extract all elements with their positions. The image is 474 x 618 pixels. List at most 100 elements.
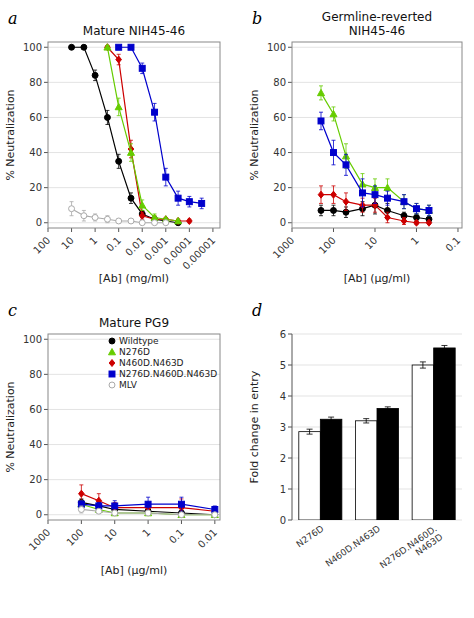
- error-bar: [414, 203, 418, 214]
- data-point: [92, 214, 98, 220]
- legend-marker: [109, 360, 115, 367]
- x-tick-label: 0.1: [443, 235, 462, 254]
- data-point: [139, 220, 145, 226]
- data-point: [318, 207, 324, 213]
- series-line: [119, 47, 202, 203]
- x-tick: [374, 228, 375, 232]
- data-point: [127, 149, 134, 155]
- error-bar: [79, 506, 83, 513]
- y-tick-label: 5: [280, 360, 286, 371]
- series: [69, 202, 169, 226]
- error-bar: [319, 186, 323, 204]
- panel-title: Germline-revertedNIH45-46: [322, 10, 432, 38]
- legend-label: Wildtype: [119, 336, 159, 346]
- data-point: [331, 191, 337, 198]
- series: [78, 506, 217, 518]
- data-point: [145, 510, 151, 516]
- data-point: [413, 205, 420, 211]
- legend-marker: [109, 382, 115, 388]
- data-point: [212, 512, 218, 518]
- error-bar: [427, 205, 431, 216]
- panel: 020406080100% Neutralization1001010.10.0…: [4, 9, 220, 285]
- x-tick-label: 0.1: [167, 527, 186, 546]
- data-point: [78, 506, 84, 512]
- grid-line: [292, 47, 462, 48]
- error-bar: [360, 179, 364, 207]
- series: [320, 345, 455, 520]
- x-tick-label: 10: [59, 235, 76, 252]
- y-tick-label: 100: [23, 334, 42, 345]
- data-point: [139, 202, 146, 208]
- data-point: [425, 207, 432, 213]
- data-point: [186, 199, 192, 205]
- y-tick-label: 2: [280, 453, 286, 464]
- y-axis-label: Fold change in entry: [248, 370, 261, 483]
- data-point: [343, 198, 349, 205]
- error-bar: [402, 195, 406, 209]
- legend-label: N276D.N460D.N463D: [119, 369, 217, 379]
- data-point: [105, 44, 111, 51]
- data-point: [318, 191, 324, 198]
- text-line: N460D.N463D: [324, 523, 383, 568]
- y-tick-label: 6: [280, 329, 286, 340]
- plot-frame: [292, 42, 462, 228]
- grid-line: [292, 334, 462, 335]
- x-tick-label: 100: [31, 235, 52, 256]
- data-point: [401, 217, 407, 224]
- error-bar: [117, 54, 121, 65]
- y-tick: [288, 334, 292, 335]
- x-tick-label: 0.00001: [180, 235, 217, 272]
- x-tick: [416, 228, 417, 232]
- error-bar: [427, 205, 431, 216]
- legend-label: N276D: [119, 347, 150, 357]
- bar: [434, 348, 456, 520]
- x-tick-label: N460D.N463D: [324, 523, 383, 568]
- y-tick-label: 40: [29, 439, 42, 450]
- y-axis-label: % Neutralization: [4, 381, 17, 472]
- error-bar: [373, 186, 377, 204]
- error-bar: [140, 212, 144, 219]
- text-line: N276D: [294, 523, 325, 549]
- data-point: [69, 206, 75, 212]
- y-axis-label: % Neutralization: [4, 89, 17, 180]
- data-point: [104, 44, 111, 50]
- x-axis-label: [Ab] (mg/ml): [99, 272, 169, 285]
- data-point: [175, 195, 181, 201]
- y-tick: [288, 427, 292, 428]
- data-point: [187, 217, 193, 224]
- y-tick: [288, 222, 292, 223]
- x-tick: [118, 228, 119, 232]
- data-point: [178, 511, 185, 517]
- x-tick-label: 1: [409, 235, 421, 247]
- grid-line: [292, 117, 462, 118]
- error-bar: [105, 110, 109, 124]
- y-axis-line: [292, 334, 293, 520]
- data-point: [400, 198, 407, 204]
- legend-marker: [109, 349, 116, 355]
- data-point: [318, 89, 325, 95]
- data-point: [331, 207, 337, 213]
- series: [116, 44, 205, 208]
- error-bar: [70, 202, 74, 216]
- grid-line: [48, 152, 220, 153]
- y-tick-label: 40: [29, 147, 42, 158]
- x-tick: [457, 228, 458, 232]
- x-tick: [48, 520, 49, 524]
- x-tick-label: 1: [87, 235, 99, 247]
- data-point: [104, 114, 110, 120]
- data-point: [414, 219, 420, 226]
- data-point: [128, 195, 134, 201]
- data-point: [175, 217, 182, 223]
- data-point: [199, 200, 205, 206]
- background: [0, 0, 474, 618]
- data-point: [145, 509, 152, 515]
- y-tick: [44, 117, 48, 118]
- grid-line: [48, 444, 220, 445]
- y-tick: [288, 152, 292, 153]
- grid-line: [292, 82, 462, 83]
- error-bar: [176, 191, 180, 205]
- error-bar: [319, 112, 323, 130]
- data-point: [331, 150, 337, 156]
- y-tick-label: 20: [29, 474, 42, 485]
- data-point: [414, 206, 420, 212]
